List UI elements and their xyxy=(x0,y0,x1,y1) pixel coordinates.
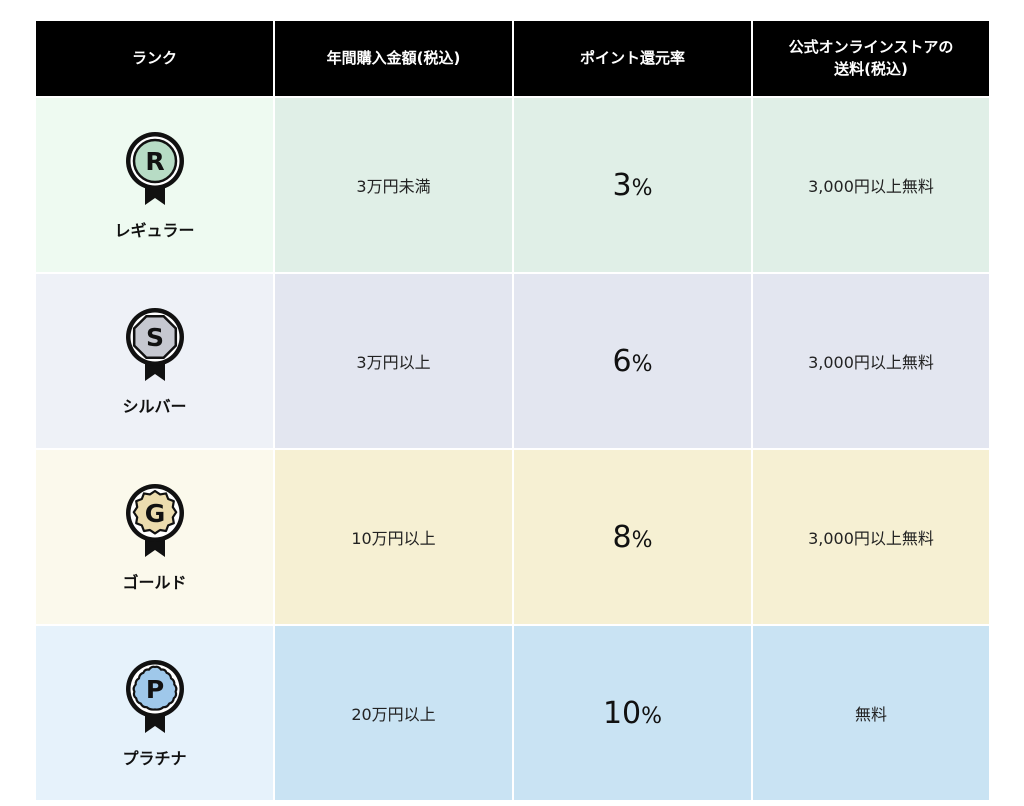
rate-unit: % xyxy=(631,351,653,377)
shipping-cell: 3,000円以上無料 xyxy=(753,450,989,624)
purchase-cell: 10万円以上 xyxy=(275,450,512,624)
purchase-value: 20万円以上 xyxy=(351,705,436,724)
shipping-cell: 無料 xyxy=(753,626,989,800)
rate-cell: 8% xyxy=(514,450,751,624)
rank-cell: S シルバー xyxy=(36,274,273,448)
rank-name-gold: ゴールド xyxy=(122,573,187,592)
rank-cell: P プラチナ xyxy=(36,626,273,800)
rank-name-platinum: プラチナ xyxy=(122,749,187,768)
purchase-value: 3万円以上 xyxy=(356,353,431,372)
regular-badge-icon: R xyxy=(125,132,184,205)
shipping-cell: 3,000円以上無料 xyxy=(753,274,989,448)
header-annual-purchase-label: 年間購入金額(税込) xyxy=(326,48,461,67)
purchase-cell: 3万円未満 xyxy=(275,98,512,272)
rate-cell: 6% xyxy=(514,274,751,448)
header-shipping-label-line2: 送料(税込) xyxy=(834,59,908,78)
header-point-rate-label: ポイント還元率 xyxy=(579,48,685,67)
purchase-cell: 20万円以上 xyxy=(275,626,512,800)
shipping-cell: 3,000円以上無料 xyxy=(753,98,989,272)
rate-value: 10% xyxy=(603,696,662,731)
header-shipping-label-line1: 公式オンラインストアの xyxy=(788,37,954,56)
silver-badge-icon: S xyxy=(125,308,184,381)
shipping-value: 無料 xyxy=(854,705,887,724)
header-point-rate: ポイント還元率 xyxy=(514,21,751,96)
gold-badge-icon: G xyxy=(125,484,184,557)
shipping-value: 3,000円以上無料 xyxy=(808,177,934,196)
regular-badge-letter: R xyxy=(145,147,164,176)
rate-unit: % xyxy=(631,175,653,201)
header-shipping: 公式オンラインストアの 送料(税込) xyxy=(753,21,989,96)
header-rank-label: ランク xyxy=(131,48,177,67)
rank-table: ランク 年間購入金額(税込) ポイント還元率 公式オンラインストアの 送料(税込… xyxy=(36,21,989,800)
silver-badge-letter: S xyxy=(145,323,163,352)
header-rank: ランク xyxy=(36,21,273,96)
rank-cell: G ゴールド xyxy=(36,450,273,624)
rank-cell: R レギュラー xyxy=(36,98,273,272)
rate-cell: 10% xyxy=(514,626,751,800)
purchase-value: 10万円以上 xyxy=(351,529,436,548)
purchase-value: 3万円未満 xyxy=(356,177,431,196)
platinum-badge-icon: P xyxy=(125,660,184,733)
rate-value: 6% xyxy=(613,344,653,379)
rate-unit: % xyxy=(631,527,653,553)
rate-number: 6 xyxy=(612,343,632,379)
rate-number: 10 xyxy=(602,695,642,731)
rank-name-silver: シルバー xyxy=(122,397,187,416)
rate-unit: % xyxy=(641,703,663,729)
rate-cell: 3% xyxy=(514,98,751,272)
platinum-badge-letter: P xyxy=(145,675,163,704)
shipping-value: 3,000円以上無料 xyxy=(808,353,934,372)
header-annual-purchase: 年間購入金額(税込) xyxy=(275,21,512,96)
shipping-value: 3,000円以上無料 xyxy=(808,529,934,548)
rate-value: 8% xyxy=(613,520,653,555)
rank-name-regular: レギュラー xyxy=(114,221,195,240)
rate-value: 3% xyxy=(613,168,653,203)
rate-number: 3 xyxy=(612,167,632,203)
gold-badge-letter: G xyxy=(144,499,165,528)
rate-number: 8 xyxy=(612,519,632,555)
purchase-cell: 3万円以上 xyxy=(275,274,512,448)
